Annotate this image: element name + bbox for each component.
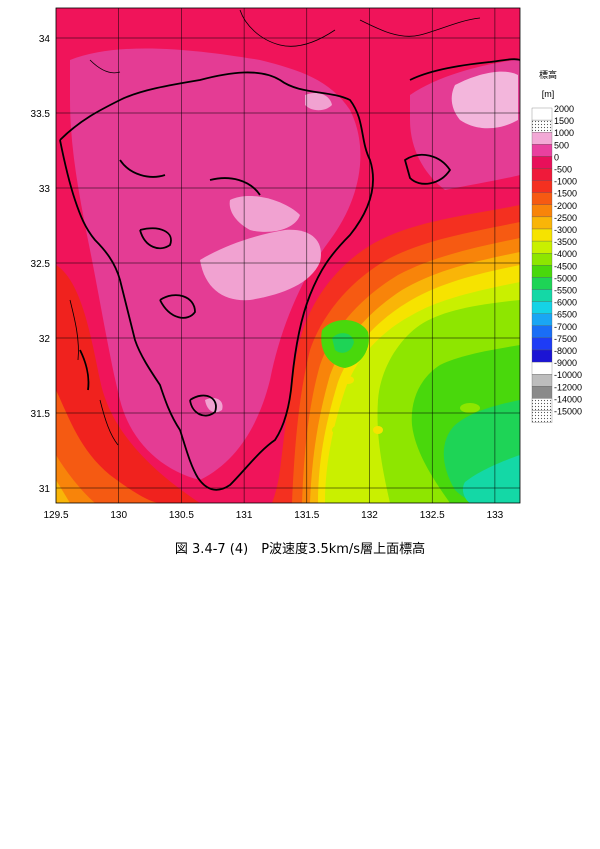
x-axis: 129.5 130 130.5 131 131.5 132 132.5 133 xyxy=(43,510,503,521)
legend-label: 1500 xyxy=(554,116,574,126)
x-tick-label: 132 xyxy=(361,510,378,521)
legend-swatch xyxy=(531,289,553,302)
legend-swatch xyxy=(531,313,553,326)
legend-label: -2500 xyxy=(554,213,577,223)
legend-swatch xyxy=(531,119,553,133)
legend-swatch xyxy=(531,168,553,181)
legend-label: -5000 xyxy=(554,273,577,283)
legend-label: -4500 xyxy=(554,261,577,271)
contour-map xyxy=(56,8,520,503)
legend-swatch xyxy=(531,180,553,193)
legend-swatch xyxy=(531,349,553,363)
legend-swatch xyxy=(531,204,553,218)
legend-title: 標高 xyxy=(539,69,557,80)
y-tick-label: 33 xyxy=(39,184,51,195)
legend-label: -15000 xyxy=(554,407,582,417)
legend-swatch xyxy=(531,301,553,314)
x-tick-label: 131.5 xyxy=(294,510,319,521)
legend-swatch xyxy=(531,265,553,278)
legend-swatch xyxy=(531,144,553,157)
legend-label: -3500 xyxy=(554,237,577,247)
y-tick-label: 32 xyxy=(39,334,51,345)
legend-label: 0 xyxy=(554,152,559,162)
legend-label: -7500 xyxy=(554,334,577,344)
y-tick-label: 31 xyxy=(39,484,51,495)
legend-swatch xyxy=(531,156,553,169)
legend-label: -14000 xyxy=(554,394,582,404)
legend-label: 2000 xyxy=(554,104,574,114)
legend-label: -500 xyxy=(554,165,572,175)
legend-label: -7000 xyxy=(554,322,577,332)
legend-label: 500 xyxy=(554,140,569,150)
legend-swatch xyxy=(531,410,553,423)
legend-swatch xyxy=(531,240,553,254)
map-figure: 129.5 130 130.5 131 131.5 132 132.5 133 3433.53… xyxy=(31,7,582,521)
legend-swatch xyxy=(531,325,553,339)
x-tick-label: 131 xyxy=(236,510,253,521)
legend-label: -10000 xyxy=(554,370,582,380)
legend-swatch xyxy=(531,277,553,290)
legend-label: -4000 xyxy=(554,249,577,259)
legend-label: -5500 xyxy=(554,286,577,296)
x-tick-label: 129.5 xyxy=(43,510,68,521)
x-tick-label: 133 xyxy=(487,510,504,521)
legend-swatch xyxy=(531,192,553,205)
legend-label: -1000 xyxy=(554,177,577,187)
legend-swatch xyxy=(531,361,553,375)
legend-label: -6000 xyxy=(554,298,577,308)
legend-swatch xyxy=(531,253,553,266)
legend-label: 1000 xyxy=(554,128,574,138)
y-tick-label: 34 xyxy=(39,34,51,45)
legend-label: -3000 xyxy=(554,225,577,235)
x-tick-label: 132.5 xyxy=(420,510,445,521)
legend: 標高 [m] 2000 1500 1000 500 0 -500 -1000 -1500 -20… xyxy=(531,69,582,423)
legend-swatch xyxy=(531,107,553,121)
legend-label: -1500 xyxy=(554,189,577,199)
legend-swatch xyxy=(531,398,553,411)
legend-swatch xyxy=(531,216,553,230)
legend-swatch xyxy=(531,228,553,242)
legend-label: -2000 xyxy=(554,201,577,211)
figure-caption: 図 3.4-7 (4) P波速度3.5km/s層上面標高 xyxy=(174,542,426,557)
legend-unit: [m] xyxy=(542,89,555,99)
legend-label: -8000 xyxy=(554,346,577,356)
legend-label: -6500 xyxy=(554,310,577,320)
legend-swatch xyxy=(531,374,553,387)
y-axis: 34 33.5 33 32.5 32 31.5 31 xyxy=(31,34,51,495)
x-tick-label: 130.5 xyxy=(169,510,194,521)
y-tick-label: 33.5 xyxy=(31,109,51,120)
x-tick-label: 130 xyxy=(110,510,127,521)
legend-swatch xyxy=(531,337,553,351)
legend-swatch xyxy=(531,386,553,399)
legend-swatch xyxy=(531,132,553,145)
y-tick-label: 31.5 xyxy=(31,409,51,420)
y-tick-label: 32.5 xyxy=(31,259,51,270)
legend-label: -12000 xyxy=(554,382,582,392)
legend-label: -9000 xyxy=(554,358,577,368)
